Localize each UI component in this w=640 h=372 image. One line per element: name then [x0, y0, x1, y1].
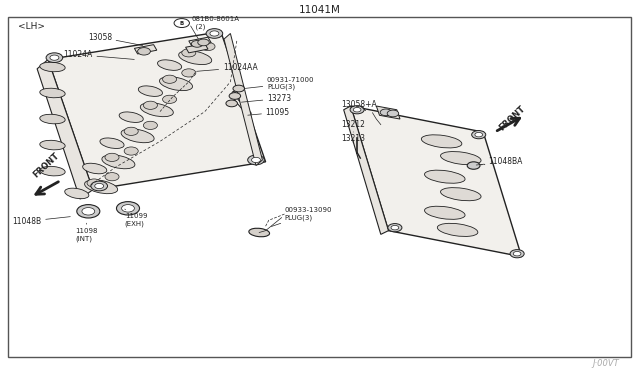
Text: 11095: 11095: [248, 108, 290, 117]
Polygon shape: [376, 106, 400, 119]
Circle shape: [143, 121, 157, 129]
Circle shape: [46, 53, 63, 62]
Ellipse shape: [249, 228, 269, 237]
Polygon shape: [48, 32, 266, 190]
Circle shape: [387, 110, 399, 117]
Circle shape: [87, 179, 101, 187]
Ellipse shape: [40, 140, 65, 150]
Circle shape: [206, 29, 223, 38]
Ellipse shape: [440, 187, 481, 201]
Ellipse shape: [102, 155, 135, 169]
Circle shape: [77, 205, 100, 218]
Circle shape: [475, 132, 483, 137]
Circle shape: [201, 42, 215, 51]
Text: 11048B: 11048B: [12, 217, 70, 226]
Ellipse shape: [424, 170, 465, 183]
Circle shape: [191, 41, 203, 47]
Circle shape: [226, 100, 237, 107]
Circle shape: [91, 181, 108, 191]
Circle shape: [353, 108, 361, 112]
Circle shape: [380, 109, 392, 116]
Text: 13058+A: 13058+A: [341, 100, 377, 111]
Circle shape: [210, 31, 219, 36]
Text: 13273: 13273: [241, 94, 291, 103]
Polygon shape: [189, 37, 211, 46]
Circle shape: [138, 48, 150, 55]
Circle shape: [124, 147, 138, 155]
Ellipse shape: [138, 86, 163, 96]
Circle shape: [472, 131, 486, 139]
Ellipse shape: [440, 151, 481, 165]
Circle shape: [174, 19, 189, 28]
Ellipse shape: [119, 112, 143, 122]
Ellipse shape: [65, 188, 89, 199]
Text: B: B: [180, 20, 184, 26]
Circle shape: [143, 101, 157, 109]
Ellipse shape: [83, 163, 107, 174]
Ellipse shape: [40, 62, 65, 72]
Ellipse shape: [157, 60, 182, 70]
Circle shape: [95, 183, 104, 189]
Ellipse shape: [84, 180, 118, 194]
Circle shape: [513, 251, 521, 256]
Circle shape: [116, 202, 140, 215]
Circle shape: [122, 205, 134, 212]
Polygon shape: [351, 106, 522, 257]
Text: 11098
(INT): 11098 (INT): [76, 223, 98, 242]
Circle shape: [248, 155, 264, 165]
Polygon shape: [224, 33, 262, 166]
Text: 00931-71000
PLUG(3): 00931-71000 PLUG(3): [245, 77, 314, 90]
Text: 11099
(EXH): 11099 (EXH): [125, 209, 147, 227]
Text: FRONT: FRONT: [497, 104, 527, 132]
Ellipse shape: [40, 88, 65, 98]
Ellipse shape: [40, 114, 65, 124]
Text: 11024A: 11024A: [63, 50, 134, 60]
Text: J·00VT: J·00VT: [593, 359, 620, 368]
Circle shape: [182, 69, 196, 77]
Circle shape: [163, 95, 177, 103]
Circle shape: [105, 153, 119, 161]
Circle shape: [233, 85, 244, 92]
Polygon shape: [37, 60, 93, 199]
Ellipse shape: [100, 138, 124, 148]
Ellipse shape: [140, 103, 173, 117]
Polygon shape: [134, 45, 157, 54]
Ellipse shape: [159, 77, 193, 91]
Text: <LH>: <LH>: [18, 22, 45, 31]
Text: 11048BA: 11048BA: [476, 157, 523, 166]
Ellipse shape: [40, 166, 65, 176]
Text: 13058: 13058: [88, 33, 143, 45]
Circle shape: [105, 173, 119, 181]
Circle shape: [82, 208, 95, 215]
Text: 11024AA: 11024AA: [196, 63, 257, 72]
Circle shape: [198, 39, 209, 46]
Polygon shape: [186, 44, 208, 53]
Text: 081B0-8601A
  (2): 081B0-8601A (2): [191, 16, 239, 30]
Polygon shape: [344, 106, 388, 234]
Text: 13213: 13213: [341, 134, 365, 143]
Ellipse shape: [437, 223, 478, 237]
Circle shape: [510, 250, 524, 258]
Ellipse shape: [121, 129, 154, 143]
Circle shape: [163, 75, 177, 83]
Circle shape: [124, 127, 138, 135]
Circle shape: [350, 106, 364, 114]
Circle shape: [388, 224, 402, 232]
Circle shape: [391, 225, 399, 230]
Text: 13212: 13212: [341, 120, 365, 132]
Circle shape: [467, 162, 480, 169]
Ellipse shape: [179, 51, 212, 65]
Circle shape: [252, 157, 260, 163]
Text: 11041M: 11041M: [299, 6, 341, 15]
Ellipse shape: [421, 135, 462, 148]
Circle shape: [182, 49, 196, 57]
Circle shape: [229, 93, 241, 99]
Text: FRONT: FRONT: [31, 151, 61, 179]
Ellipse shape: [424, 206, 465, 219]
Circle shape: [50, 55, 59, 60]
Text: 00933-13090
PLUG(3): 00933-13090 PLUG(3): [271, 207, 332, 227]
